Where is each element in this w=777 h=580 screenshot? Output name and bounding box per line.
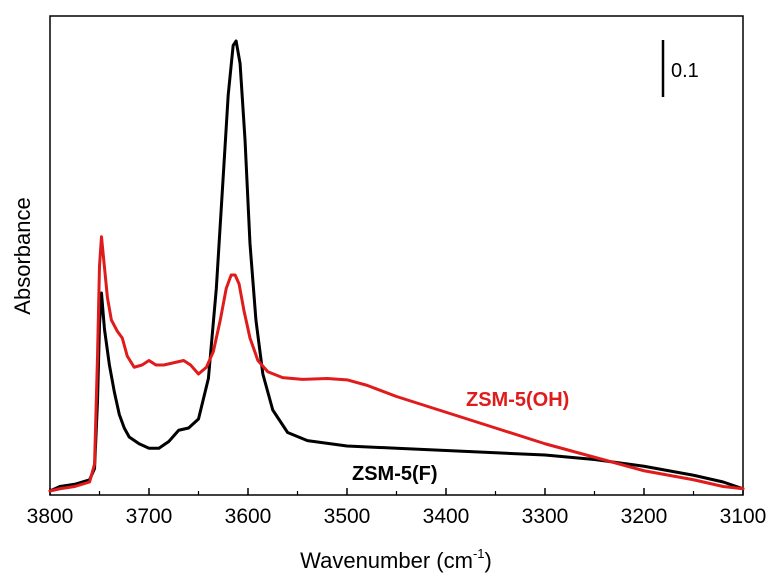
x-tick-label-3300: 3300 <box>522 505 569 528</box>
x-tick-label-3800: 3800 <box>27 505 74 528</box>
x-axis-title: Wavenumber (cm-1) <box>300 546 492 573</box>
x-tick-label-3100: 3100 <box>720 505 767 528</box>
x-tick-label-3700: 3700 <box>126 505 173 528</box>
x-tick-label-3200: 3200 <box>621 505 668 528</box>
series-label-zsm5-oh: ZSM-5(OH) <box>466 389 569 411</box>
x-tick-label-3500: 3500 <box>324 505 371 528</box>
x-tick-label-3600: 3600 <box>225 505 272 528</box>
series-line-zsm-5-oh <box>48 235 745 493</box>
scale-bar-label: 0.1 <box>671 60 699 82</box>
x-axis-ticks <box>49 488 744 495</box>
x-axis-tick-labels: 3800 3700 3600 3500 3400 3300 3200 3100 <box>27 505 767 528</box>
series-label-zsm5-f: ZSM-5(F) <box>352 463 438 485</box>
x-tick-label-3400: 3400 <box>423 505 470 528</box>
plot-frame <box>49 15 744 496</box>
y-axis-title: Absorbance <box>10 197 35 314</box>
series-line-zsm-5-f <box>48 39 745 493</box>
series-layer <box>48 39 745 493</box>
scale-bar: 0.1 <box>661 40 699 97</box>
